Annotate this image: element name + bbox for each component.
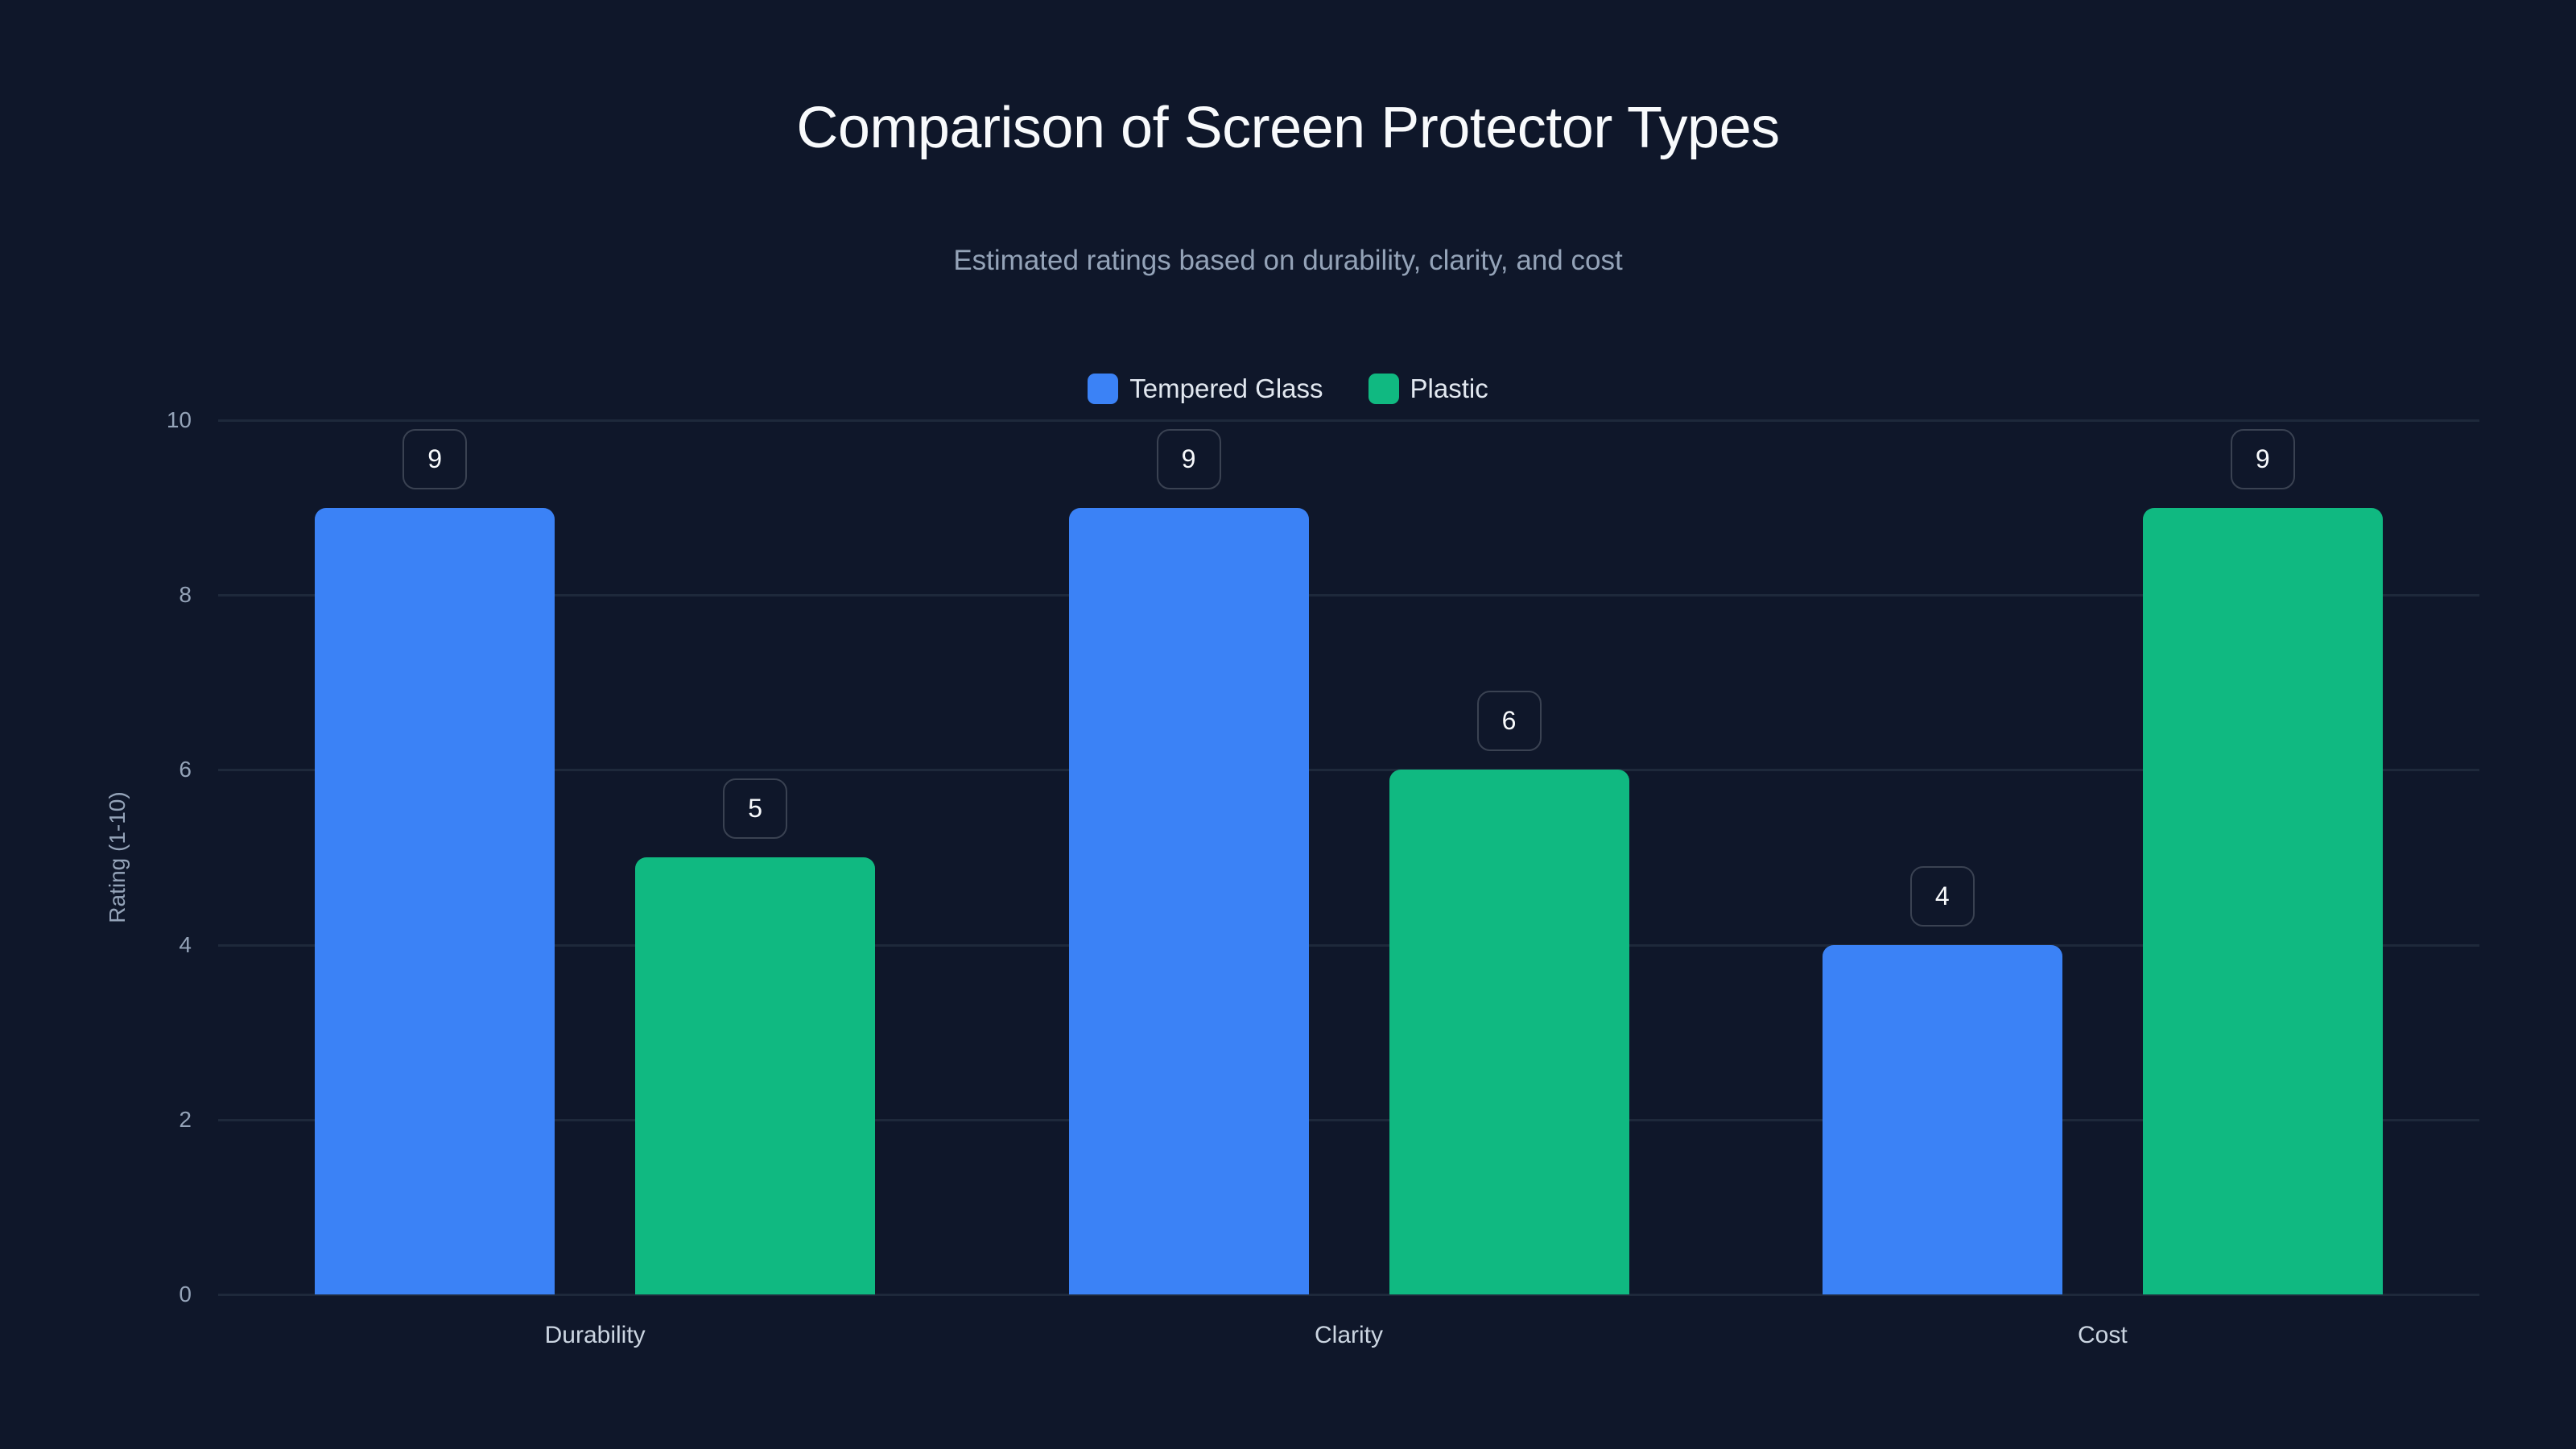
x-tick-label: Clarity bbox=[1314, 1322, 1383, 1348]
bar-plastic-clarity[interactable] bbox=[1389, 770, 1629, 1294]
value-label: 6 bbox=[1476, 691, 1542, 752]
bar-tempered-glass-cost[interactable] bbox=[1822, 944, 2062, 1294]
legend-swatch-icon bbox=[1088, 374, 1119, 404]
bar-tempered-glass-clarity[interactable] bbox=[1068, 507, 1309, 1294]
value-label: 9 bbox=[2230, 428, 2295, 489]
bar-plastic-durability[interactable] bbox=[635, 857, 876, 1294]
gridline bbox=[218, 943, 2479, 947]
legend-item-plastic[interactable]: Plastic bbox=[1368, 374, 1488, 404]
gridline bbox=[218, 769, 2479, 772]
y-axis-label: Rating (1-10) bbox=[105, 791, 130, 923]
value-label: 5 bbox=[723, 778, 788, 839]
value-label: 9 bbox=[1156, 428, 1221, 489]
chart-subtitle: Estimated ratings based on durability, c… bbox=[953, 245, 1623, 276]
plot-area: 9 5 9 6 4 9 bbox=[218, 419, 2479, 1296]
y-tick-label: 4 bbox=[179, 931, 192, 957]
y-tick-label: 0 bbox=[179, 1282, 192, 1307]
value-label: 4 bbox=[1909, 865, 1975, 927]
x-tick-label: Durability bbox=[544, 1322, 646, 1348]
bar-tempered-glass-durability[interactable] bbox=[315, 507, 555, 1294]
x-tick-label: Cost bbox=[2077, 1322, 2128, 1348]
legend-swatch-icon bbox=[1368, 374, 1399, 404]
legend-label: Tempered Glass bbox=[1129, 374, 1323, 403]
value-label: 9 bbox=[402, 428, 468, 489]
y-tick-label: 8 bbox=[179, 582, 192, 608]
legend: Tempered Glass Plastic bbox=[0, 374, 2576, 404]
chart-title: Comparison of Screen Protector Types bbox=[796, 96, 1780, 160]
gridline bbox=[218, 419, 2479, 422]
gridline bbox=[218, 1294, 2479, 1296]
gridline bbox=[218, 594, 2479, 597]
gridline bbox=[218, 1118, 2479, 1121]
legend-label: Plastic bbox=[1410, 374, 1488, 403]
bar-plastic-cost[interactable] bbox=[2142, 507, 2383, 1294]
y-tick-label: 6 bbox=[179, 757, 192, 782]
y-tick-label: 2 bbox=[179, 1106, 192, 1132]
y-tick-label: 10 bbox=[166, 407, 192, 432]
legend-item-tempered-glass[interactable]: Tempered Glass bbox=[1088, 374, 1323, 404]
